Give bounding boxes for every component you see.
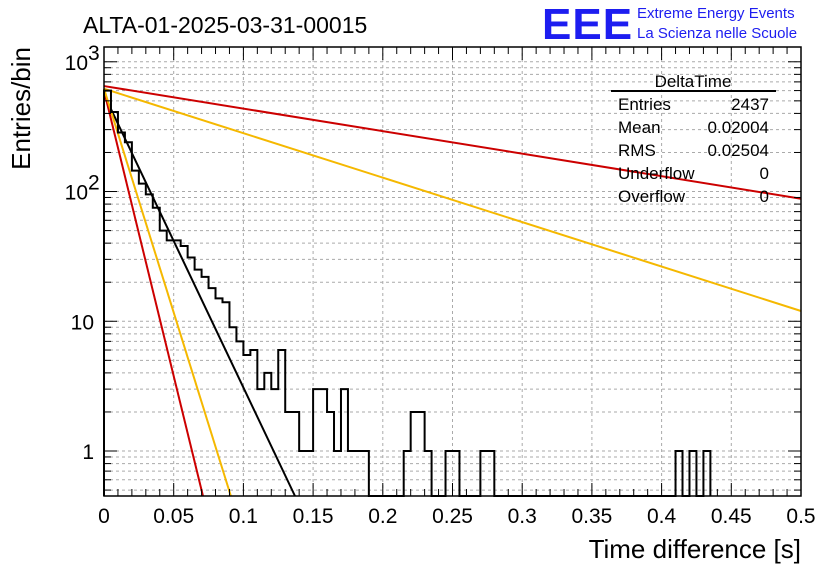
- x-tick-label: 0.25: [432, 505, 473, 528]
- logo-subtitle-line1: Extreme Energy Events: [637, 5, 795, 22]
- grid-lines: [104, 47, 801, 496]
- y-tick-label-exponent: 3: [88, 42, 100, 65]
- x-tick-label: 0.45: [711, 505, 752, 528]
- y-tick-label: 10: [65, 182, 88, 205]
- run-title: ALTA-01-2025-03-31-00015: [83, 12, 367, 38]
- stats-value-entries: 2437: [731, 95, 769, 114]
- x-tick-label: 0.3: [508, 505, 537, 528]
- stats-value-mean: 0.02004: [708, 118, 769, 137]
- axis-ticks: [103, 47, 802, 496]
- stats-title: DeltaTime: [655, 72, 732, 91]
- x-tick-label: 0.05: [153, 505, 194, 528]
- stats-box: DeltaTime Entries 2437 Mean 0.02004 RMS …: [611, 72, 776, 206]
- stats-value-overflow: 0: [760, 187, 769, 206]
- stats-label-overflow: Overflow: [618, 187, 686, 206]
- fit-curve-1: [103, 90, 204, 497]
- x-tick-label: 0.5: [786, 505, 815, 528]
- x-tick-labels: 0 0.05 0.1 0.15 0.2 0.25 0.3 0.35 0.4 0.45 0.5: [98, 505, 815, 528]
- stats-label-rms: RMS: [618, 141, 656, 160]
- x-tick-label: 0.35: [571, 505, 612, 528]
- y-tick-label: 1: [82, 441, 94, 464]
- stats-label-mean: Mean: [618, 118, 661, 137]
- stats-label-underflow: Underflow: [618, 164, 695, 183]
- fit-curve-0: [103, 94, 296, 497]
- x-tick-label: 0.4: [647, 505, 677, 528]
- eee-logo: EEE: [542, 0, 633, 49]
- y-tick-label-exponent: 2: [88, 172, 100, 195]
- fit-curve-4: [103, 85, 802, 200]
- stats-label-entries: Entries: [618, 95, 671, 114]
- x-axis-title: Time difference [s]: [589, 534, 801, 564]
- stats-value-underflow: 0: [760, 164, 769, 183]
- x-tick-label: 0.1: [229, 505, 258, 528]
- y-tick-label: 10: [65, 52, 88, 75]
- x-tick-label: 0.2: [368, 505, 397, 528]
- y-tick-label: 10: [71, 311, 94, 334]
- stats-value-rms: 0.02504: [708, 141, 769, 160]
- fit-curves: [103, 85, 802, 497]
- x-tick-label: 0: [98, 505, 110, 528]
- fit-curve-2: [103, 88, 232, 497]
- logo-subtitle-line2: La Scienza nelle Scuole: [637, 25, 797, 42]
- y-axis-title: Entries/bin: [6, 47, 36, 170]
- fit-curve-3: [103, 87, 802, 312]
- x-tick-label: 0.15: [293, 505, 334, 528]
